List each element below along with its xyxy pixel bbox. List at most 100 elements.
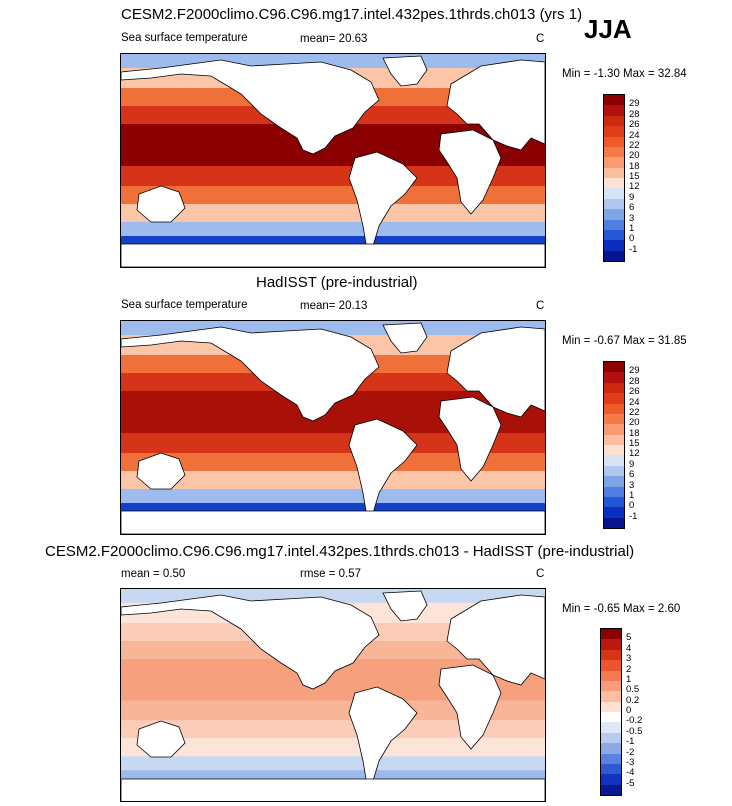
- colorbar-swatch: [604, 455, 624, 466]
- land-outline: [382, 590, 428, 622]
- colorbar-tick-label: 0: [629, 500, 635, 512]
- colorbar-tick-label: 0: [629, 233, 635, 245]
- colorbar-swatch: [601, 743, 621, 754]
- panel1-units: C: [536, 33, 545, 45]
- colorbar-tick-label: 24: [629, 396, 640, 408]
- colorbar-swatch: [601, 680, 621, 692]
- colorbar-swatch: [601, 722, 621, 733]
- colorbar-tick-label: -1: [629, 510, 638, 522]
- colorbar-swatch: [604, 496, 624, 508]
- colorbar-swatch: [604, 167, 624, 178]
- colorbar-tick-label: 1: [626, 673, 632, 685]
- land-outline: [136, 720, 186, 758]
- colorbar-tick-label: 18: [629, 427, 640, 439]
- colorbar-swatch: [604, 372, 624, 383]
- panel3-title: CESM2.F2000climo.C96.C96.mg17.intel.432p…: [45, 543, 635, 560]
- colorbar-tick-label: 3: [626, 653, 632, 665]
- colorbar-swatch: [604, 157, 624, 168]
- colorbar-swatch: [601, 691, 621, 702]
- colorbar-swatch: [601, 774, 621, 785]
- land-outline: [121, 59, 380, 155]
- land-outline: [382, 322, 428, 354]
- colorbar-tick-label: 29: [629, 365, 640, 377]
- panel2-minmax: Min = -0.67 Max = 31.85: [562, 335, 687, 347]
- colorbar-swatch: [604, 126, 624, 137]
- colorbar-swatch: [601, 784, 621, 795]
- sst-band: [121, 453, 545, 471]
- colorbar-swatch: [604, 445, 624, 456]
- colorbar-tick-label: 6: [629, 202, 635, 214]
- land-outline: [121, 326, 380, 422]
- colorbar-swatch: [601, 629, 621, 640]
- colorbar-tick-label: 5: [626, 632, 632, 644]
- sst-band: [121, 756, 545, 771]
- colorbar-tick-label: -1: [626, 736, 635, 748]
- colorbar-tick-label: 29: [629, 98, 640, 110]
- land-outline: [121, 594, 380, 690]
- panel2-colorbar: [603, 361, 625, 529]
- panel2-variable: Sea surface temperature: [121, 299, 248, 311]
- colorbar-tick-label: 28: [629, 375, 640, 387]
- panel3-minmax: Min = -0.65 Max = 2.60: [562, 603, 681, 615]
- colorbar-swatch: [604, 115, 624, 127]
- colorbar-tick-label: 4: [626, 642, 632, 654]
- panel3-units: C: [536, 568, 545, 580]
- sst-band: [121, 433, 545, 453]
- colorbar-swatch: [601, 660, 621, 671]
- colorbar-swatch: [604, 476, 624, 487]
- colorbar-tick-label: 1: [629, 489, 635, 501]
- colorbar-swatch: [604, 146, 624, 158]
- colorbar-swatch: [604, 434, 624, 445]
- colorbar-swatch: [604, 382, 624, 394]
- sst-band: [121, 738, 545, 757]
- season-label: JJA: [584, 14, 632, 44]
- colorbar-swatch: [604, 362, 624, 373]
- colorbar-swatch: [604, 465, 624, 477]
- colorbar-swatch: [604, 178, 624, 189]
- sst-band: [121, 186, 545, 204]
- colorbar-swatch: [604, 219, 624, 230]
- colorbar-tick-label: 3: [629, 212, 635, 224]
- colorbar-swatch: [604, 240, 624, 251]
- panel2-map: [120, 320, 546, 535]
- panel3-colorbar: [600, 628, 622, 796]
- colorbar-swatch: [601, 763, 621, 775]
- colorbar-swatch: [604, 95, 624, 106]
- land-outline: [136, 452, 186, 490]
- land-outline: [121, 243, 545, 267]
- colorbar-swatch: [601, 732, 621, 744]
- colorbar-tick-label: 3: [629, 479, 635, 491]
- colorbar-tick-label: 9: [629, 458, 635, 470]
- colorbar-tick-label: -3: [626, 756, 635, 768]
- colorbar-swatch: [604, 188, 624, 199]
- colorbar-tick-label: -5: [626, 777, 635, 789]
- colorbar-tick-label: 12: [629, 448, 640, 460]
- colorbar-swatch: [601, 649, 621, 661]
- colorbar-tick-label: 0: [626, 705, 632, 716]
- panel3-colorbar-labels: 5 4 3 2 1 0.5 0.2 0 -0.2 -0.5 -1 -2 -3 -4 -5: [626, 628, 666, 794]
- sst-band: [121, 166, 545, 186]
- panel1-variable: Sea surface temperature: [121, 32, 248, 44]
- colorbar-tick-label: 26: [629, 386, 640, 398]
- land-outline: [438, 396, 502, 482]
- panel2-title: HadISST (pre-industrial): [256, 274, 418, 291]
- colorbar-swatch: [604, 517, 624, 528]
- colorbar-tick-label: 24: [629, 129, 640, 141]
- colorbar-tick-label: -0.5: [626, 725, 643, 737]
- colorbar-tick-label: 20: [629, 417, 640, 429]
- colorbar-swatch: [601, 670, 621, 681]
- colorbar-tick-label: 22: [629, 406, 640, 418]
- colorbar-tick-label: -0.2: [626, 715, 643, 727]
- colorbar-tick-label: 0.5: [626, 684, 640, 696]
- colorbar-swatch: [604, 198, 624, 210]
- colorbar-tick-label: 28: [629, 108, 640, 120]
- panel3-map: [120, 588, 546, 802]
- sst-band: [121, 204, 545, 222]
- panel1-minmax: Min = -1.30 Max = 32.84: [562, 68, 687, 80]
- colorbar-swatch: [604, 229, 624, 241]
- colorbar-tick-label: -4: [626, 767, 635, 779]
- panel2-units: C: [536, 300, 545, 312]
- sst-band: [121, 700, 545, 721]
- panel3-rmse: rmse = 0.57: [300, 568, 362, 580]
- land-outline: [121, 778, 545, 801]
